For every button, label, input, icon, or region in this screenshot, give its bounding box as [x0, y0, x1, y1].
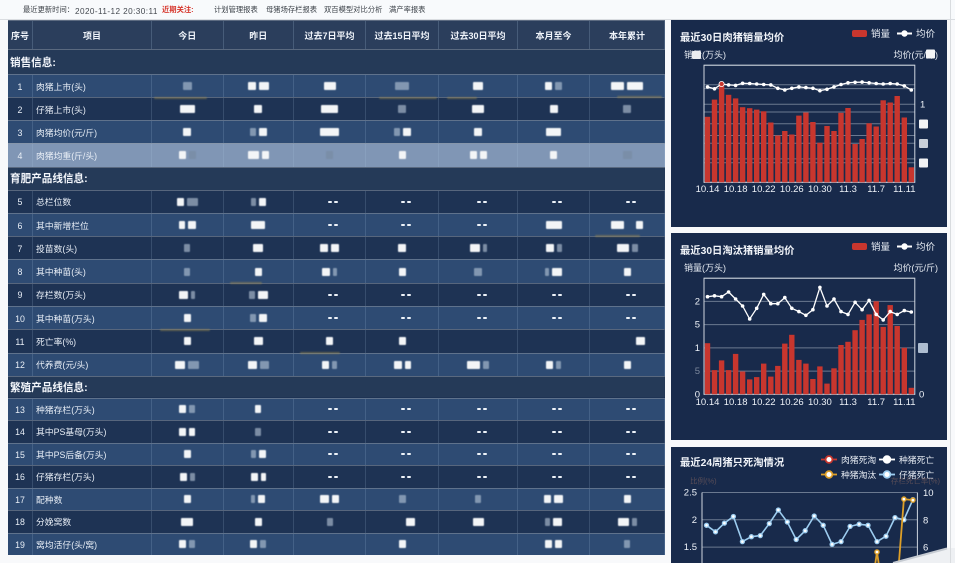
- svg-text:2.5: 2.5: [684, 485, 697, 499]
- svg-text:10.18: 10.18: [724, 394, 748, 408]
- svg-text:0: 0: [695, 386, 700, 400]
- svg-text:1: 1: [695, 340, 700, 354]
- svg-text:销量: 销量: [871, 239, 891, 253]
- svg-text:仔猪死亡: 仔猪死亡: [899, 468, 934, 481]
- svg-text:11.7: 11.7: [867, 181, 885, 195]
- svg-text:10.30: 10.30: [808, 181, 832, 195]
- svg-text:种猪淘汰: 种猪淘汰: [841, 468, 876, 481]
- svg-text:11.3: 11.3: [839, 394, 857, 408]
- svg-text:5: 5: [695, 363, 700, 377]
- svg-text:肉猪死淘: 肉猪死淘: [841, 453, 876, 466]
- svg-text:销量: 销量: [871, 26, 891, 40]
- svg-text:10.18: 10.18: [724, 181, 748, 195]
- svg-text:6: 6: [923, 540, 928, 554]
- svg-text:11.11: 11.11: [893, 394, 915, 408]
- svg-text:最近30日淘汰猪销量均价: 最近30日淘汰猪销量均价: [680, 242, 795, 257]
- svg-text:10: 10: [923, 485, 934, 499]
- svg-text:8: 8: [923, 512, 928, 526]
- svg-text:10.30: 10.30: [808, 394, 832, 408]
- svg-text:0: 0: [919, 386, 924, 400]
- svg-text:5: 5: [695, 317, 700, 331]
- svg-text:10.22: 10.22: [752, 181, 776, 195]
- svg-text:销量(万头): 销量(万头): [684, 48, 726, 61]
- svg-text:存栏死亡率(%): 存栏死亡率(%): [891, 476, 941, 487]
- svg-text:均价(元/斤): 均价(元/斤): [894, 261, 939, 274]
- svg-text:11.7: 11.7: [867, 394, 885, 408]
- svg-text:最近30日肉猪销量均价: 最近30日肉猪销量均价: [680, 29, 785, 44]
- svg-text:11.11: 11.11: [893, 181, 915, 195]
- svg-text:2: 2: [695, 293, 700, 307]
- svg-text:10.14: 10.14: [696, 394, 720, 408]
- svg-text:10.22: 10.22: [752, 394, 776, 408]
- svg-text:10.14: 10.14: [696, 181, 720, 195]
- svg-text:11.3: 11.3: [839, 181, 857, 195]
- svg-text:均价: 均价: [916, 26, 936, 40]
- svg-text:1: 1: [920, 96, 925, 110]
- svg-text:种猪死亡: 种猪死亡: [899, 453, 934, 466]
- svg-text:1.5: 1.5: [684, 539, 697, 553]
- svg-text:2: 2: [692, 512, 697, 526]
- svg-text:10.26: 10.26: [780, 394, 804, 408]
- svg-text:销量(万头): 销量(万头): [684, 261, 726, 274]
- svg-text:最近24周猪只死淘情况: 最近24周猪只死淘情况: [680, 454, 785, 469]
- svg-text:比例(%): 比例(%): [690, 476, 717, 487]
- svg-text:均价: 均价: [916, 239, 936, 253]
- svg-text:10.26: 10.26: [780, 181, 804, 195]
